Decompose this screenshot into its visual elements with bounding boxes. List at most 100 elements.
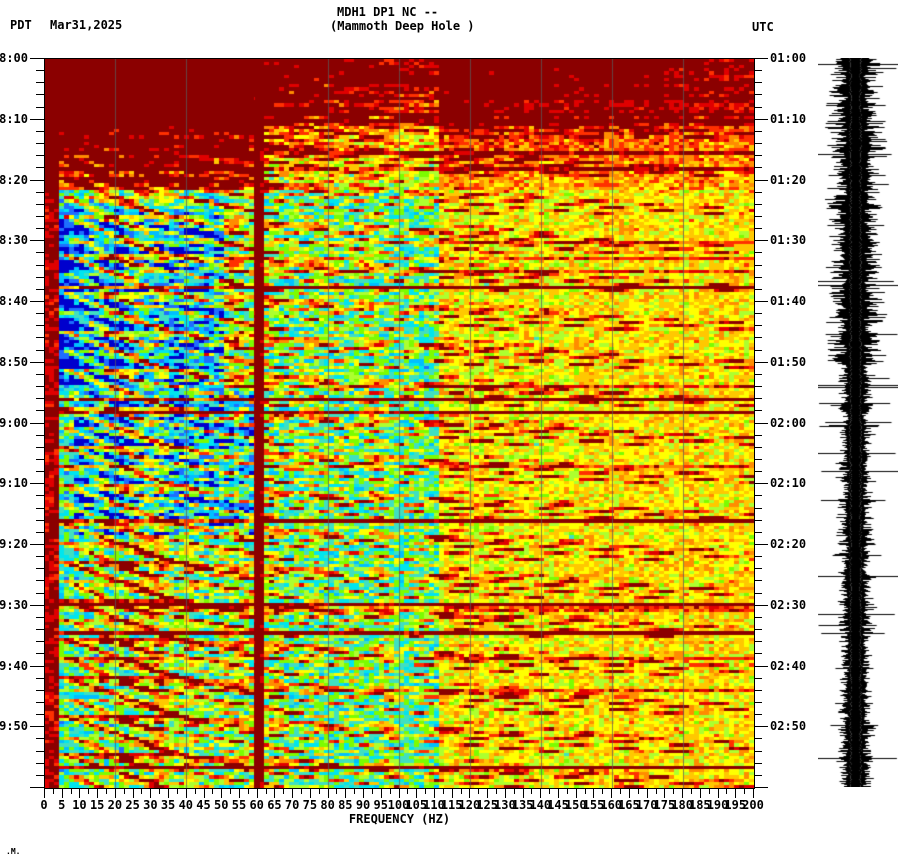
freq-tick-minor xyxy=(549,789,551,794)
freq-axis-label: 30 xyxy=(143,798,158,812)
time-axis-label: 18:00 xyxy=(0,51,28,65)
freq-tick-major xyxy=(150,789,152,798)
axis-tick-minor xyxy=(754,471,762,473)
axis-tick-minor xyxy=(36,264,44,266)
freq-axis-label: 105 xyxy=(405,798,428,812)
axis-tick-minor xyxy=(36,629,44,631)
freq-tick-major xyxy=(540,789,542,798)
freq-axis-label: 115 xyxy=(440,798,463,812)
axis-tick-minor xyxy=(754,689,762,691)
freq-axis-label: 80 xyxy=(320,798,335,812)
freq-axis-label: 10 xyxy=(72,798,87,812)
axis-tick-major xyxy=(754,422,768,424)
axis-tick-minor xyxy=(36,313,44,315)
freq-tick-minor xyxy=(442,789,444,794)
seismogram-panel xyxy=(818,58,898,787)
axis-tick-minor xyxy=(754,94,762,96)
freq-tick-minor xyxy=(407,789,409,794)
axis-tick-minor xyxy=(754,410,762,412)
time-axis-label: 01:20 xyxy=(770,172,807,187)
axis-tick-minor xyxy=(36,70,44,72)
time-axis-label: 18:50 xyxy=(0,354,28,369)
time-axis-label: 19:00 xyxy=(0,415,28,430)
left-time-axis: 18:00 18:10 18:20 18:30 18:40 18:50 19:00 19:10… xyxy=(0,52,44,789)
time-axis-label: 18:40 xyxy=(0,294,28,308)
axis-tick-minor xyxy=(36,215,44,217)
station-subtitle: (Mammoth Deep Hole ) xyxy=(330,19,475,33)
freq-tick-minor xyxy=(655,789,657,794)
axis-tick-minor xyxy=(36,519,44,521)
axis-tick-minor xyxy=(754,750,762,752)
axis-tick-minor xyxy=(754,337,762,339)
freq-tick-minor xyxy=(301,789,302,794)
freq-axis-label: 90 xyxy=(355,798,371,812)
spectrogram-plot[interactable] xyxy=(44,58,755,789)
axis-tick-minor xyxy=(36,276,44,278)
time-axis-label: 02:10 xyxy=(770,476,807,491)
freq-tick-minor xyxy=(318,789,320,794)
freq-tick-minor xyxy=(230,789,232,794)
axis-tick-minor xyxy=(36,203,44,205)
freq-axis-label: 165 xyxy=(618,798,640,812)
freq-tick-minor xyxy=(176,789,178,794)
axis-tick-minor xyxy=(754,616,762,618)
time-axis-label: 01:40 xyxy=(770,294,807,308)
axis-tick-minor xyxy=(754,568,762,570)
axis-tick-minor xyxy=(754,191,762,193)
axis-tick-minor xyxy=(36,580,44,582)
axis-tick-minor xyxy=(754,507,762,509)
freq-tick-major xyxy=(646,789,648,798)
freq-axis-label: 95 xyxy=(373,798,388,812)
seismogram-canvas xyxy=(818,58,898,787)
freq-tick-major xyxy=(469,789,471,798)
freq-tick-major xyxy=(380,789,382,798)
freq-tick-minor xyxy=(106,789,108,794)
freq-axis-label: 145 xyxy=(547,798,569,812)
axis-tick-minor xyxy=(36,714,44,716)
freq-tick-major xyxy=(717,789,719,798)
freq-tick-major xyxy=(114,789,116,798)
freq-tick-major xyxy=(735,789,737,798)
freq-tick-major xyxy=(185,789,187,798)
freq-axis-label: 60 xyxy=(249,798,264,812)
axis-tick-minor xyxy=(754,714,762,716)
freq-axis-label: 190 xyxy=(706,798,729,812)
freq-tick-minor xyxy=(495,789,497,794)
time-axis-label: 19:10 xyxy=(0,476,28,491)
axis-tick-major xyxy=(30,604,44,606)
freq-tick-major xyxy=(238,789,240,798)
axis-tick-minor xyxy=(36,106,44,108)
axis-tick-minor xyxy=(36,750,44,752)
utc-timezone-label: UTC xyxy=(752,20,774,34)
freq-tick-minor xyxy=(88,789,90,794)
axis-tick-minor xyxy=(36,143,44,145)
freq-axis-label: 125 xyxy=(476,798,498,812)
time-axis-label: 01:10 xyxy=(770,111,807,126)
axis-tick-minor xyxy=(36,774,44,776)
freq-tick-minor xyxy=(637,789,639,794)
axis-tick-major xyxy=(754,179,768,181)
freq-tick-major xyxy=(292,789,294,798)
axis-tick-minor xyxy=(36,325,44,327)
axis-tick-minor xyxy=(36,130,44,132)
freq-axis-label: 170 xyxy=(635,798,658,812)
freq-axis-label: 20 xyxy=(107,798,123,812)
freq-axis-label: 150 xyxy=(564,798,587,812)
freq-tick-major xyxy=(682,789,684,798)
axis-tick-minor xyxy=(36,507,44,509)
axis-tick-minor xyxy=(754,215,762,217)
freq-tick-minor xyxy=(123,789,125,794)
time-axis-label: 19:30 xyxy=(0,597,28,612)
axis-tick-major xyxy=(754,787,768,788)
axis-tick-major xyxy=(30,240,44,242)
freq-axis-label: 100 xyxy=(387,798,410,812)
freq-axis-label: 65 xyxy=(267,798,282,812)
axis-tick-minor xyxy=(36,556,44,558)
time-axis-label: 18:10 xyxy=(0,111,28,126)
freq-tick-major xyxy=(274,789,276,798)
axis-tick-minor xyxy=(754,398,762,400)
axis-tick-minor xyxy=(754,580,762,582)
axis-tick-minor xyxy=(754,629,762,631)
axis-tick-minor xyxy=(754,677,762,679)
freq-tick-major xyxy=(416,789,418,798)
